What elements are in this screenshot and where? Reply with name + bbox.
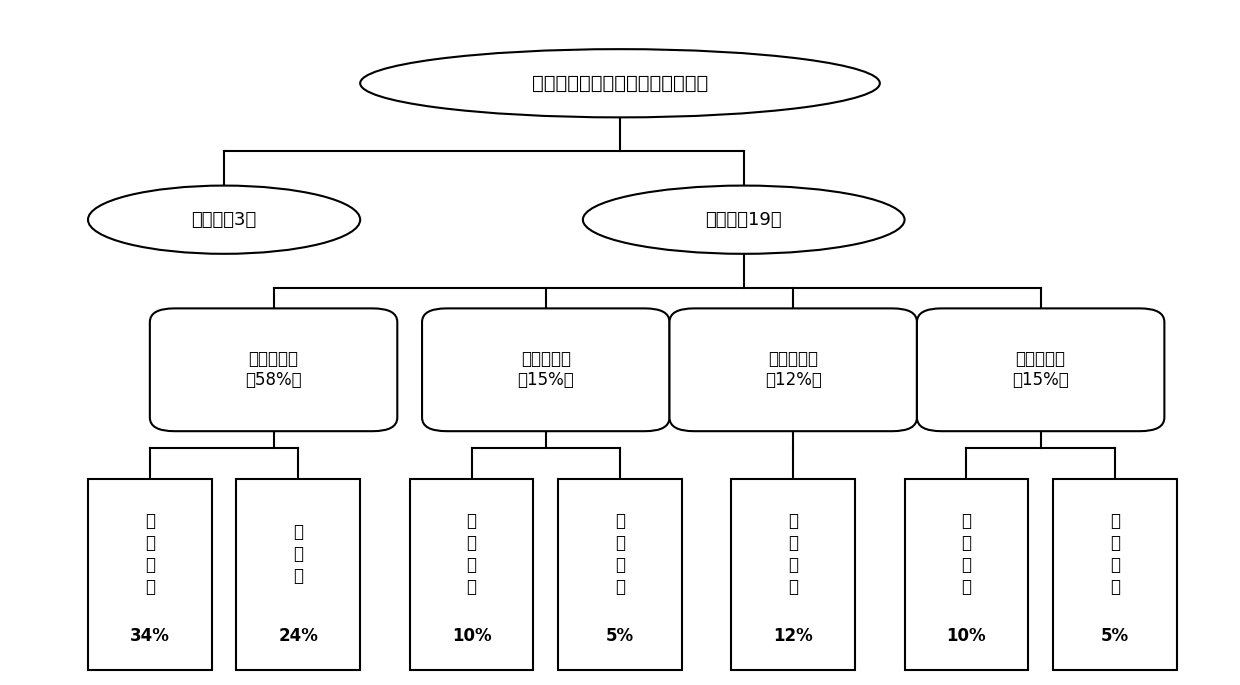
Text: 24%: 24%: [279, 627, 319, 645]
Text: 34%: 34%: [130, 627, 170, 645]
Text: 5%: 5%: [606, 627, 634, 645]
Text: 管
理
制
度: 管 理 制 度: [961, 512, 971, 596]
FancyBboxPatch shape: [88, 479, 212, 670]
FancyBboxPatch shape: [150, 308, 397, 431]
Text: 12%: 12%: [774, 627, 813, 645]
Text: 先
进
性: 先 进 性: [294, 523, 304, 585]
FancyBboxPatch shape: [732, 479, 856, 670]
Text: 造
价
控
制: 造 价 控 制: [615, 512, 625, 596]
Text: 评分指标19个: 评分指标19个: [706, 211, 782, 229]
FancyBboxPatch shape: [409, 479, 533, 670]
FancyBboxPatch shape: [916, 308, 1164, 431]
Ellipse shape: [583, 186, 904, 254]
Text: 10%: 10%: [946, 627, 986, 645]
FancyBboxPatch shape: [1053, 479, 1177, 670]
Ellipse shape: [360, 49, 880, 117]
Text: 优
质
服
务: 优 质 服 务: [789, 512, 799, 596]
Text: 社会性指标
（12%）: 社会性指标 （12%）: [765, 351, 822, 389]
FancyBboxPatch shape: [237, 479, 360, 670]
Ellipse shape: [88, 186, 360, 254]
Text: 基
础
平
台: 基 础 平 台: [145, 512, 155, 596]
FancyBboxPatch shape: [422, 308, 670, 431]
Text: 技术性指标
（58%）: 技术性指标 （58%）: [246, 351, 301, 389]
Text: 经济性指标
（15%）: 经济性指标 （15%）: [517, 351, 574, 389]
Text: 门槛指标3个: 门槛指标3个: [191, 211, 257, 229]
FancyBboxPatch shape: [904, 479, 1028, 670]
Text: 配电调控一体化系统评价指标体系: 配电调控一体化系统评价指标体系: [532, 74, 708, 92]
Text: 人
才
队
伍: 人 才 队 伍: [1110, 512, 1120, 596]
FancyBboxPatch shape: [558, 479, 682, 670]
Text: 经
济
效
益: 经 济 效 益: [466, 512, 476, 596]
FancyBboxPatch shape: [670, 308, 916, 431]
Text: 10%: 10%: [451, 627, 491, 645]
Text: 实用化指标
（15%）: 实用化指标 （15%）: [1012, 351, 1069, 389]
Text: 5%: 5%: [1101, 627, 1128, 645]
